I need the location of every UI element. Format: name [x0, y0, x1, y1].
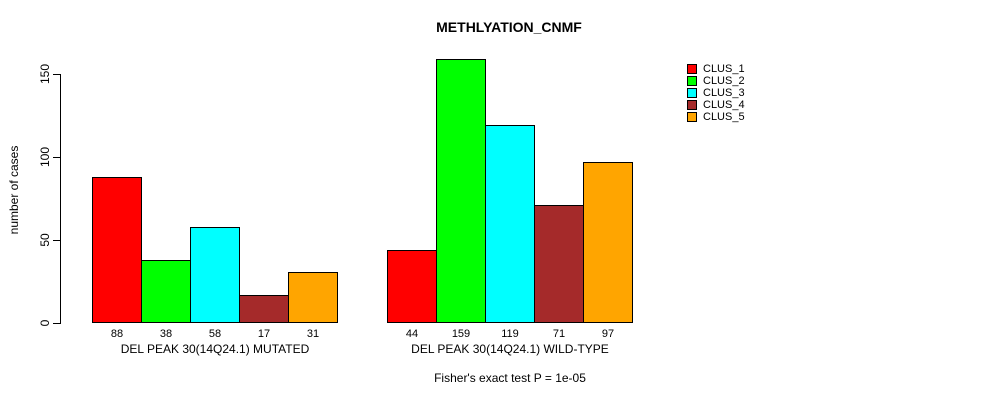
group-label-mutated: DEL PEAK 30(14Q24.1) MUTATED [120, 342, 310, 356]
bar-clus_2 [141, 260, 191, 323]
group-label-wild-type: DEL PEAK 30(14Q24.1) WILD-TYPE [411, 342, 609, 356]
chart-title: METHLYATION_CNMF [436, 19, 582, 35]
legend-swatch-clus_4 [687, 100, 697, 110]
legend-row: CLUS_1 [687, 63, 745, 75]
y-axis-line [60, 74, 61, 324]
bar-clus_4 [534, 205, 584, 323]
legend-label: CLUS_4 [703, 99, 745, 111]
bar-clus_5 [288, 272, 338, 323]
bar-clus_2 [436, 59, 486, 323]
bar-clus_4 [239, 295, 289, 323]
legend-label: CLUS_3 [703, 87, 745, 99]
legend-row: CLUS_3 [687, 87, 745, 99]
bar-clus_3 [190, 227, 240, 323]
y-axis-tick [53, 323, 61, 324]
footer-note: Fisher's exact test P = 1e-05 [434, 371, 586, 385]
y-axis-tick-label: 50 [38, 233, 52, 247]
bar-clus_1 [387, 250, 437, 323]
legend-swatch-clus_2 [687, 76, 697, 86]
bar-value-label: 44 [405, 328, 419, 340]
bar-value-label: 17 [257, 328, 271, 340]
bar-value-label: 97 [601, 328, 615, 340]
legend-swatch-clus_5 [687, 112, 697, 122]
bar-clus_3 [485, 125, 535, 323]
bar-value-label: 119 [501, 328, 519, 340]
legend-swatch-clus_1 [687, 64, 697, 74]
bar-value-label: 58 [208, 328, 222, 340]
y-axis-tick [53, 74, 61, 75]
y-axis-tick-label: 100 [38, 146, 52, 168]
legend: CLUS_1 CLUS_2 CLUS_3 CLUS_4 CLUS_5 [687, 63, 745, 123]
legend-label: CLUS_2 [703, 75, 745, 87]
y-axis-tick [53, 157, 61, 158]
legend-row: CLUS_2 [687, 75, 745, 87]
y-axis-label: number of cases [7, 145, 21, 235]
legend-label: CLUS_5 [703, 111, 745, 123]
legend-row: CLUS_4 [687, 99, 745, 111]
bar-clus_5 [583, 162, 633, 323]
bar-value-label: 159 [451, 328, 471, 340]
legend-label: CLUS_1 [703, 63, 745, 75]
bar-value-label: 31 [306, 328, 320, 340]
y-axis-tick-label: 150 [38, 63, 52, 85]
legend-row: CLUS_5 [687, 111, 745, 123]
bar-clus_1 [92, 177, 142, 323]
bar-value-label: 88 [110, 328, 124, 340]
legend-swatch-clus_3 [687, 88, 697, 98]
bar-value-label: 38 [159, 328, 173, 340]
y-axis-tick [53, 240, 61, 241]
y-axis-tick-label: 0 [38, 319, 52, 327]
bar-value-label: 71 [552, 328, 566, 340]
